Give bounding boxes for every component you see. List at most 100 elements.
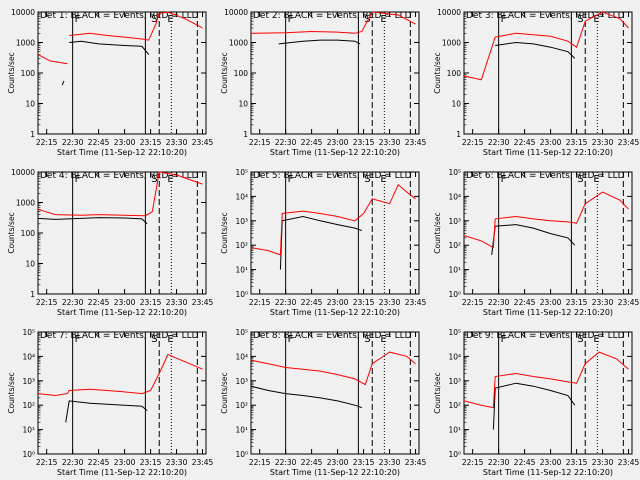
x-tick-label: 23:00	[327, 458, 349, 467]
y-tick-label: 10³	[235, 217, 248, 226]
y-tick-label: 10000	[11, 8, 35, 17]
x-axis-label: Start Time (11-Sep-12 22:10:20)	[483, 468, 613, 477]
x-axis-label: Start Time (11-Sep-12 22:10:20)	[57, 468, 187, 477]
y-tick-label: 10⁴	[235, 192, 248, 201]
y-tick-label: 1000	[16, 199, 35, 208]
x-tick-label: 22:45	[301, 458, 323, 467]
y-tick-label: 100	[234, 69, 249, 78]
x-tick-label: 23:30	[592, 298, 614, 307]
marker-label-F: F	[75, 14, 81, 25]
marker-label-E: E	[167, 334, 173, 345]
series-events-line	[37, 217, 148, 225]
series-events-line	[69, 40, 150, 55]
x-axis-label: Start Time (11-Sep-12 22:10:20)	[270, 468, 400, 477]
x-tick-label: 23:45	[618, 138, 640, 147]
detector-panel-8: Det 8: BLACK = Events, RED = LLD 10⁰ 10¹ 10…	[220, 328, 427, 477]
x-tick-label: 23:15	[566, 298, 588, 307]
marker-label-F: F	[501, 14, 507, 25]
x-tick-label: 22:45	[301, 138, 323, 147]
y-tick-label: 10⁵	[448, 168, 461, 177]
y-tick-label: 10¹	[235, 426, 248, 435]
x-tick-label: 23:30	[592, 458, 614, 467]
y-tick-label: 10⁴	[235, 352, 248, 361]
plot-frame	[37, 11, 207, 135]
x-tick-label: 23:00	[327, 138, 349, 147]
detector-panel-1: Det 1: BLACK = Events, RED = LLD 1 10 100 10…	[7, 8, 214, 157]
marker-label-S: S	[577, 14, 583, 25]
y-tick-label: 1	[30, 290, 35, 299]
y-tick-label: 10⁰	[235, 290, 248, 299]
panel-title: Det 2: BLACK = Events, RED = LLD	[253, 11, 412, 21]
series-lld-line	[37, 54, 68, 65]
marker-label-S: S	[151, 174, 157, 185]
marker-label-S: S	[577, 334, 583, 345]
series-events-line	[491, 224, 576, 255]
y-tick-label: 10⁴	[448, 352, 461, 361]
y-tick-label: 10⁵	[448, 328, 461, 337]
y-tick-label: 1000	[229, 39, 248, 48]
y-axis-label: Counts/sec	[7, 212, 16, 253]
x-tick-label: 22:30	[275, 138, 297, 147]
marker-label-S: S	[364, 14, 370, 25]
x-tick-label: 23:00	[114, 138, 136, 147]
panel-title: Det 4: BLACK = Events, RED = LLD	[40, 171, 199, 181]
x-tick-label: 23:00	[114, 298, 136, 307]
x-tick-label: 22:30	[488, 458, 510, 467]
marker-label-E: E	[593, 334, 599, 345]
detector-panel-2: Det 2: BLACK = Events, RED = LLD 1 10 100 10…	[220, 8, 427, 157]
x-tick-label: 22:15	[462, 458, 484, 467]
x-tick-label: 23:15	[353, 138, 375, 147]
x-tick-label: 23:45	[405, 138, 427, 147]
x-tick-label: 22:45	[514, 298, 536, 307]
x-tick-label: 23:15	[353, 298, 375, 307]
x-tick-label: 22:30	[275, 458, 297, 467]
plot-frame	[463, 11, 633, 135]
y-tick-label: 10²	[22, 401, 35, 410]
x-axis-label: Start Time (11-Sep-12 22:10:20)	[483, 308, 613, 317]
y-tick-label: 10¹	[235, 266, 248, 275]
series-lld-line	[37, 353, 203, 397]
y-axis-label: Counts/sec	[433, 212, 442, 253]
series-events-line	[279, 215, 362, 270]
y-tick-label: 10	[451, 100, 461, 109]
x-tick-label: 23:45	[192, 298, 214, 307]
series-lld-line	[463, 11, 629, 81]
y-axis-label: Counts/sec	[220, 372, 229, 413]
y-tick-label: 10⁰	[448, 290, 461, 299]
series-events-line	[278, 39, 361, 45]
x-tick-label: 22:30	[275, 298, 297, 307]
series-events-line	[495, 41, 576, 59]
marker-label-S: S	[364, 174, 370, 185]
y-tick-label: 10¹	[448, 426, 461, 435]
x-tick-label: 23:45	[405, 458, 427, 467]
y-axis-label: Counts/sec	[7, 52, 16, 93]
series-lld-line	[250, 351, 416, 386]
x-tick-label: 23:00	[540, 138, 562, 147]
x-tick-label: 23:15	[140, 298, 162, 307]
y-tick-label: 100	[447, 69, 462, 78]
marker-label-F: F	[75, 334, 81, 345]
y-tick-label: 10⁵	[235, 168, 248, 177]
panel-title: Det 9: BLACK = Events, RED = LLD	[466, 331, 625, 341]
y-tick-label: 10000	[437, 8, 461, 17]
x-tick-label: 23:45	[618, 458, 640, 467]
y-axis-label: Counts/sec	[433, 52, 442, 93]
x-axis-label: Start Time (11-Sep-12 22:10:20)	[483, 148, 613, 157]
series-lld-line	[250, 183, 416, 256]
y-tick-label: 10³	[22, 377, 35, 386]
y-tick-label: 10³	[235, 377, 248, 386]
panel-title: Det 8: BLACK = Events, RED = LLD	[253, 331, 412, 341]
y-tick-label: 1000	[442, 39, 461, 48]
y-axis-label: Counts/sec	[220, 212, 229, 253]
y-tick-label: 10²	[448, 401, 461, 410]
series-events-line	[65, 400, 148, 423]
plot-frame	[463, 171, 633, 295]
x-tick-label: 23:00	[114, 458, 136, 467]
x-axis-label: Start Time (11-Sep-12 22:10:20)	[270, 148, 400, 157]
marker-label-E: E	[380, 14, 386, 25]
x-axis-label: Start Time (11-Sep-12 22:10:20)	[57, 148, 187, 157]
panel-title: Det 3: BLACK = Events, RED = LLD	[466, 11, 625, 21]
y-tick-label: 10000	[224, 8, 248, 17]
marker-label-E: E	[167, 174, 173, 185]
x-tick-label: 22:15	[462, 138, 484, 147]
